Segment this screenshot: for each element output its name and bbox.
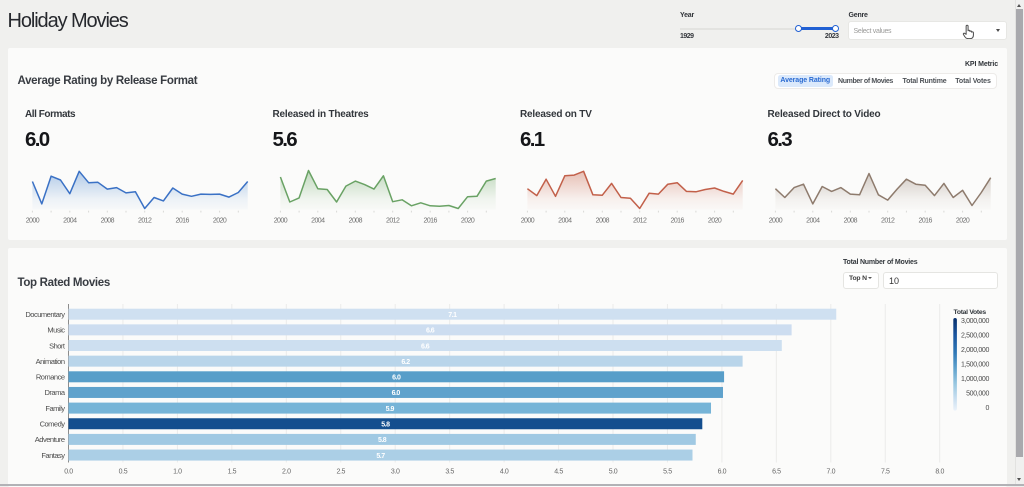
svg-text:2.5: 2.5: [336, 469, 345, 476]
svg-text:2004: 2004: [558, 217, 572, 224]
svg-text:6.0: 6.0: [718, 469, 727, 476]
svg-text:8.0: 8.0: [935, 469, 944, 476]
svg-text:2000: 2000: [26, 217, 40, 224]
svg-text:2016: 2016: [671, 217, 685, 224]
svg-text:2016: 2016: [176, 217, 190, 224]
svg-text:1.0: 1.0: [173, 469, 182, 476]
svg-text:6.5: 6.5: [772, 469, 781, 476]
svg-text:2012: 2012: [633, 217, 647, 224]
svg-text:1,500,000: 1,500,000: [961, 362, 989, 369]
svg-text:2012: 2012: [138, 217, 152, 224]
svg-text:Music: Music: [47, 326, 65, 335]
svg-text:6.2: 6.2: [401, 359, 410, 366]
svg-text:5.7: 5.7: [376, 453, 385, 460]
svg-text:2012: 2012: [881, 217, 895, 224]
svg-text:2004: 2004: [63, 217, 77, 224]
svg-text:2020: 2020: [955, 217, 969, 224]
svg-text:1,000,000: 1,000,000: [961, 376, 989, 383]
svg-text:2020: 2020: [213, 217, 227, 224]
svg-text:Romance: Romance: [36, 373, 65, 382]
svg-text:0: 0: [985, 405, 989, 412]
svg-text:5.0: 5.0: [609, 469, 618, 476]
svg-text:3.5: 3.5: [445, 469, 454, 476]
svg-text:2004: 2004: [806, 217, 820, 224]
svg-text:Documentary: Documentary: [25, 310, 65, 319]
svg-text:3.0: 3.0: [391, 469, 400, 476]
svg-text:7.1: 7.1: [448, 312, 457, 319]
svg-text:Adventure: Adventure: [35, 435, 65, 444]
svg-text:2004: 2004: [311, 217, 325, 224]
svg-text:5.9: 5.9: [386, 406, 395, 413]
svg-text:2,500,000: 2,500,000: [961, 333, 989, 340]
svg-text:1.5: 1.5: [228, 469, 237, 476]
svg-text:5.5: 5.5: [663, 469, 672, 476]
svg-text:2000: 2000: [521, 217, 535, 224]
svg-text:6.0: 6.0: [392, 390, 401, 397]
svg-text:5.8: 5.8: [381, 422, 390, 429]
svg-text:3,000,000: 3,000,000: [961, 318, 989, 325]
svg-text:7.0: 7.0: [827, 469, 836, 476]
svg-text:Fantasy: Fantasy: [41, 451, 65, 460]
svg-text:6.0: 6.0: [392, 375, 401, 382]
svg-text:4.5: 4.5: [554, 469, 563, 476]
svg-text:2008: 2008: [843, 217, 857, 224]
svg-text:6.6: 6.6: [421, 343, 430, 350]
svg-text:Animation: Animation: [36, 357, 65, 366]
svg-text:2016: 2016: [423, 217, 437, 224]
svg-text:2008: 2008: [348, 217, 362, 224]
svg-text:2008: 2008: [596, 217, 610, 224]
svg-text:2000: 2000: [768, 217, 782, 224]
svg-text:0.0: 0.0: [64, 469, 73, 476]
svg-text:2.0: 2.0: [282, 469, 291, 476]
svg-text:7.5: 7.5: [881, 469, 890, 476]
svg-text:6.6: 6.6: [426, 328, 435, 335]
svg-text:4.0: 4.0: [500, 469, 509, 476]
svg-text:2020: 2020: [460, 217, 474, 224]
svg-text:0.5: 0.5: [119, 469, 128, 476]
svg-text:2,000,000: 2,000,000: [961, 347, 989, 354]
svg-text:2000: 2000: [273, 217, 287, 224]
svg-text:2008: 2008: [101, 217, 115, 224]
svg-text:Short: Short: [49, 341, 66, 350]
svg-text:2020: 2020: [708, 217, 722, 224]
svg-text:2016: 2016: [918, 217, 932, 224]
svg-text:5.8: 5.8: [378, 437, 387, 444]
svg-text:Family: Family: [45, 404, 65, 413]
svg-text:500,000: 500,000: [966, 391, 989, 398]
svg-text:Comedy: Comedy: [40, 420, 66, 429]
svg-text:Drama: Drama: [44, 388, 65, 397]
svg-text:2012: 2012: [386, 217, 400, 224]
